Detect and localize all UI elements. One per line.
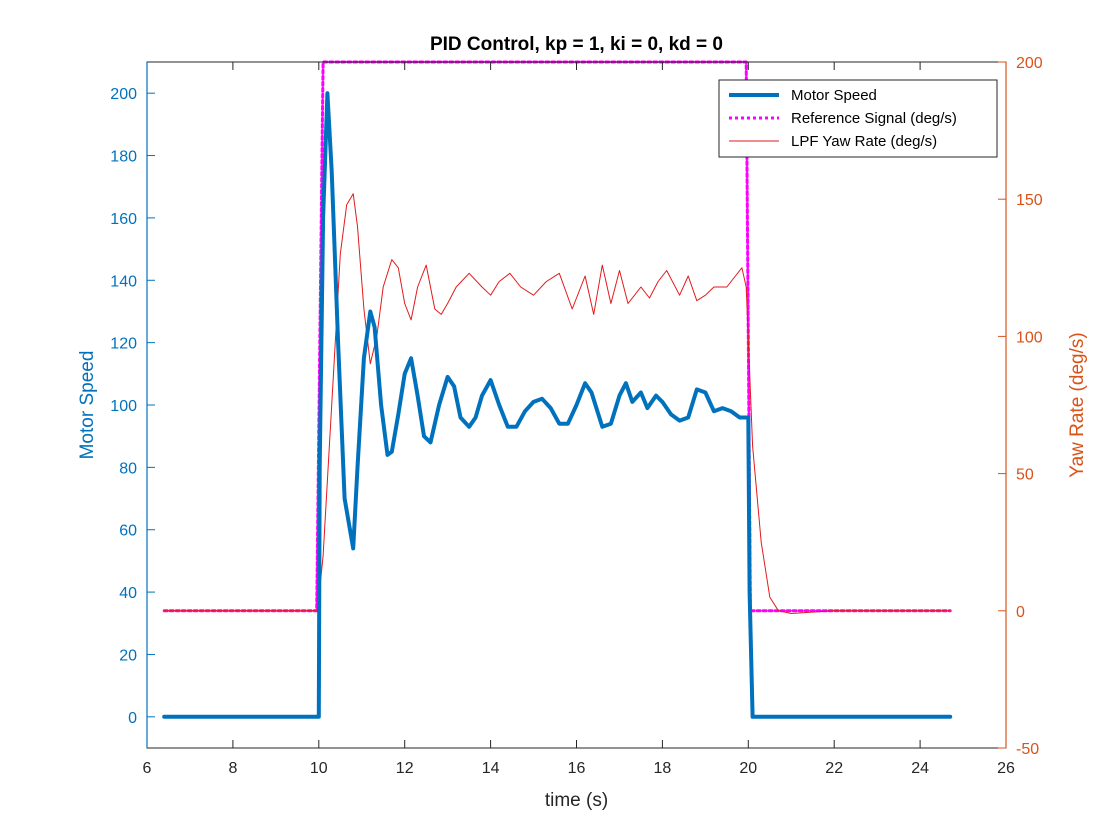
x-axis-ticks: 6 8 10 12 14 16 18 20 22 24 26	[143, 62, 1015, 777]
right-axis-ticks: -50 0 50 100 150 200	[998, 55, 1043, 758]
right-y-tick-label: 150	[1016, 192, 1043, 209]
left-y-tick-label: 160	[110, 211, 137, 228]
series-line-lpf-yaw-rate-deg-s	[163, 193, 951, 614]
left-y-tick-label: 40	[119, 585, 137, 602]
chart-legend: Motor Speed Reference Signal (deg/s) LPF…	[718, 79, 998, 158]
left-y-tick-label: 60	[119, 523, 137, 540]
left-y-tick-label: 180	[110, 149, 137, 166]
x-tick-label: 18	[654, 760, 672, 777]
left-y-tick-label: 80	[119, 460, 137, 477]
x-tick-label: 26	[997, 760, 1015, 777]
legend-label-motor-speed: Motor Speed	[791, 87, 877, 104]
right-y-tick-label: 100	[1016, 329, 1043, 346]
right-y-tick-label: 200	[1016, 55, 1043, 72]
x-tick-label: 10	[310, 760, 328, 777]
chart-title: PID Control, kp = 1, ki = 0, kd = 0	[430, 34, 723, 55]
left-y-axis-title: Motor Speed	[77, 351, 98, 460]
left-y-tick-label: 100	[110, 398, 137, 415]
legend-label-lpf-yaw-rate: LPF Yaw Rate (deg/s)	[791, 133, 937, 150]
x-tick-label: 8	[228, 760, 237, 777]
left-y-tick-label: 200	[110, 86, 137, 103]
legend-label-reference-signal: Reference Signal (deg/s)	[791, 110, 957, 127]
x-tick-label: 6	[143, 760, 152, 777]
right-y-axis-title: Yaw Rate (deg/s)	[1067, 332, 1088, 477]
x-tick-label: 20	[739, 760, 757, 777]
series-line-motor-speed	[162, 91, 953, 719]
x-tick-label: 16	[568, 760, 586, 777]
right-y-tick-label: -50	[1016, 741, 1039, 758]
x-tick-label: 14	[482, 760, 500, 777]
axes-layer: 6 8 10 12 14 16 18 20 22 24 26 0 20 40 60 80 100 120 140 1…	[110, 55, 1043, 777]
left-y-tick-label: 140	[110, 273, 137, 290]
right-y-tick-label: 0	[1016, 604, 1025, 621]
left-y-tick-label: 120	[110, 336, 137, 353]
x-tick-label: 22	[825, 760, 843, 777]
left-y-tick-label: 0	[128, 710, 137, 727]
left-y-tick-label: 20	[119, 647, 137, 664]
x-tick-label: 24	[911, 760, 929, 777]
left-axis-ticks: 0 20 40 60 80 100 120 140 160 180 200	[110, 86, 155, 727]
series-layer	[162, 60, 953, 719]
right-y-tick-label: 50	[1016, 467, 1034, 484]
x-tick-label: 12	[396, 760, 414, 777]
x-axis-title: time (s)	[545, 790, 608, 811]
